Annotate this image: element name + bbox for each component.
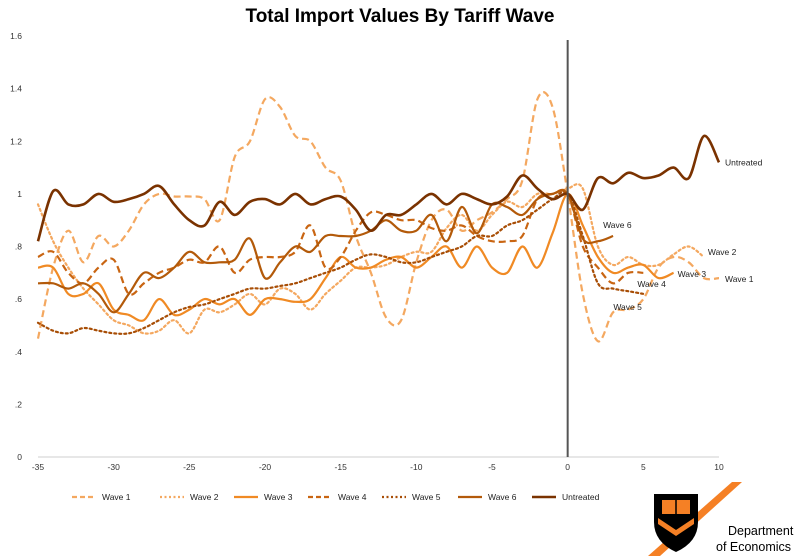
logo-graphic (648, 482, 742, 556)
legend-label: Wave 4 (338, 492, 367, 502)
y-tick-label: 1 (17, 189, 22, 199)
series-line-untreated (36, 134, 721, 242)
shield-chevron (658, 518, 694, 536)
y-tick-label: .2 (15, 399, 22, 409)
legend-label: Wave 5 (412, 492, 441, 502)
x-tick-label: -30 (108, 462, 121, 472)
series-end-label: Wave 2 (708, 247, 737, 257)
y-tick-label: 1.4 (10, 84, 22, 94)
series-line-wave-5 (36, 190, 645, 335)
legend: Wave 1 Wave 2 Wave 3 Wave 4 Wave 5 Wave 6 Untr… (72, 492, 600, 502)
series-layer (36, 91, 721, 343)
series-end-labels: Wave 1 Wave 2 Wave 3 Wave 4 Wave 5 Wave 6 Untr… (603, 157, 763, 312)
logo-line-2: of Economics (716, 540, 792, 554)
logo-line-1: Department (728, 524, 794, 538)
series-line-wave-6 (37, 189, 614, 314)
x-tick-label: -25 (183, 462, 196, 472)
y-axis-ticks: 0 .2 .4 .6 .8 1 1.2 1.4 1.6 (10, 31, 22, 462)
x-tick-label: -35 (32, 462, 45, 472)
x-tick-label: 0 (565, 462, 570, 472)
series-end-label: Wave 3 (678, 269, 707, 279)
legend-label: Wave 3 (264, 492, 293, 502)
department-logo: Department of Economics (646, 480, 800, 558)
legend-label: Wave 6 (488, 492, 517, 502)
y-tick-label: .6 (15, 294, 22, 304)
legend-label: Wave 2 (190, 492, 219, 502)
y-tick-label: 1.2 (10, 136, 22, 146)
series-line-wave-4 (37, 188, 644, 296)
x-axis-ticks: -35 -30 -25 -20 -15 -10 -5 0 5 10 (32, 462, 724, 472)
chart-title: Total Import Values By Tariff Wave (245, 6, 555, 27)
x-tick-label: -15 (335, 462, 348, 472)
x-tick-label: 10 (714, 462, 724, 472)
series-line-wave-1 (36, 91, 720, 343)
series-end-label: Wave 4 (637, 279, 666, 289)
series-end-label: Wave 1 (725, 274, 754, 284)
series-end-label: Wave 6 (603, 220, 632, 230)
x-tick-label: -10 (410, 462, 423, 472)
x-tick-label: 5 (641, 462, 646, 472)
series-line-wave-2 (36, 183, 705, 335)
series-end-label: Untreated (725, 157, 763, 167)
y-tick-label: 0 (17, 452, 22, 462)
legend-label: Wave 1 (102, 492, 131, 502)
x-tick-label: -5 (488, 462, 496, 472)
y-tick-label: .8 (15, 242, 22, 252)
y-tick-label: 1.6 (10, 31, 22, 41)
series-end-label: Wave 5 (613, 302, 642, 312)
x-tick-label: -20 (259, 462, 272, 472)
series-line-wave-3 (37, 192, 675, 322)
legend-label: Untreated (562, 492, 600, 502)
y-tick-label: .4 (15, 347, 22, 357)
